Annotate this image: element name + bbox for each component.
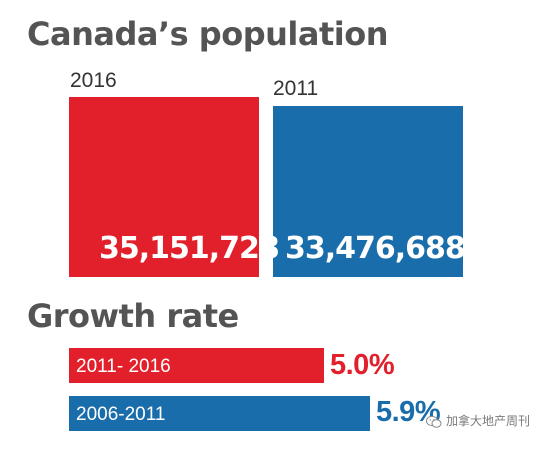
growth-label-2011-2016: 2011- 2016: [76, 356, 171, 377]
population-year-label-2016: 2016: [70, 69, 117, 92]
wechat-icon: [426, 414, 442, 428]
population-value-2011: 33,476,688: [285, 231, 466, 266]
watermark-text: 加拿大地产周刊: [446, 414, 531, 428]
growth-label-2006-2011: 2006-2011: [76, 404, 166, 425]
growth-bar-2006-2011: [69, 396, 370, 431]
growth-value-2011-2016: 5.0%: [330, 349, 395, 381]
population-title: Canada’s population: [27, 15, 388, 53]
growth-bar-2011-2016: [69, 348, 324, 383]
population-bar-2011: [273, 106, 463, 277]
growth-rate-title: Growth rate: [27, 297, 239, 335]
population-year-label-2011: 2011: [273, 77, 319, 100]
population-value-2016: 35,151,728: [99, 231, 280, 266]
population-bar-2016: [69, 97, 259, 277]
